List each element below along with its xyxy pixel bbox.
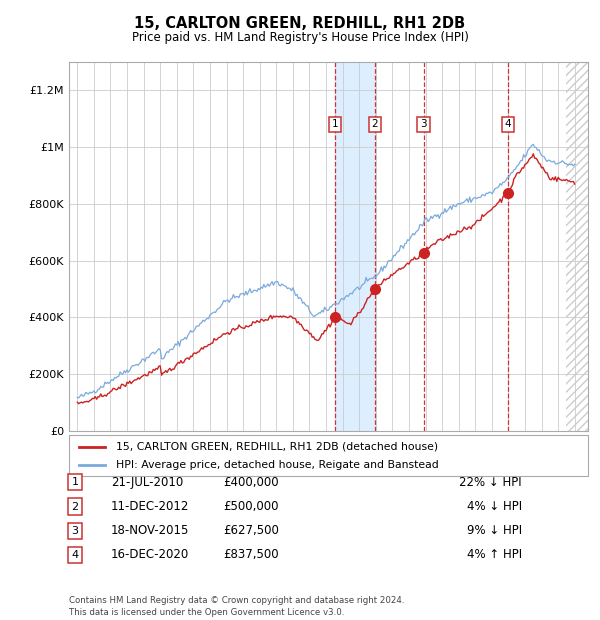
Text: Contains HM Land Registry data © Crown copyright and database right 2024.
This d: Contains HM Land Registry data © Crown c…: [69, 596, 404, 617]
Text: 4: 4: [505, 120, 511, 130]
Text: 9% ↓ HPI: 9% ↓ HPI: [467, 525, 522, 537]
Text: 3: 3: [71, 526, 79, 536]
Text: £500,000: £500,000: [223, 500, 279, 513]
Text: Price paid vs. HM Land Registry's House Price Index (HPI): Price paid vs. HM Land Registry's House …: [131, 31, 469, 44]
Text: 4% ↓ HPI: 4% ↓ HPI: [467, 500, 522, 513]
Bar: [335, 62, 375, 431]
Text: 2: 2: [71, 502, 79, 512]
Text: £400,000: £400,000: [223, 476, 279, 489]
Text: HPI: Average price, detached house, Reigate and Banstead: HPI: Average price, detached house, Reig…: [116, 461, 439, 471]
Text: 15, CARLTON GREEN, REDHILL, RH1 2DB (detached house): 15, CARLTON GREEN, REDHILL, RH1 2DB (det…: [116, 441, 438, 451]
Text: 21-JUL-2010: 21-JUL-2010: [111, 476, 183, 489]
FancyBboxPatch shape: [69, 435, 588, 476]
Text: £837,500: £837,500: [223, 549, 279, 561]
Text: 18-NOV-2015: 18-NOV-2015: [111, 525, 190, 537]
Text: £627,500: £627,500: [223, 525, 279, 537]
Text: 2: 2: [371, 120, 378, 130]
Text: 1: 1: [332, 120, 338, 130]
Text: 15, CARLTON GREEN, REDHILL, RH1 2DB: 15, CARLTON GREEN, REDHILL, RH1 2DB: [134, 16, 466, 30]
Text: 11-DEC-2012: 11-DEC-2012: [111, 500, 190, 513]
Text: 1: 1: [71, 477, 79, 487]
Text: 16-DEC-2020: 16-DEC-2020: [111, 549, 189, 561]
Text: 3: 3: [420, 120, 427, 130]
Text: 22% ↓ HPI: 22% ↓ HPI: [460, 476, 522, 489]
Text: 4: 4: [71, 550, 79, 560]
Text: 4% ↑ HPI: 4% ↑ HPI: [467, 549, 522, 561]
